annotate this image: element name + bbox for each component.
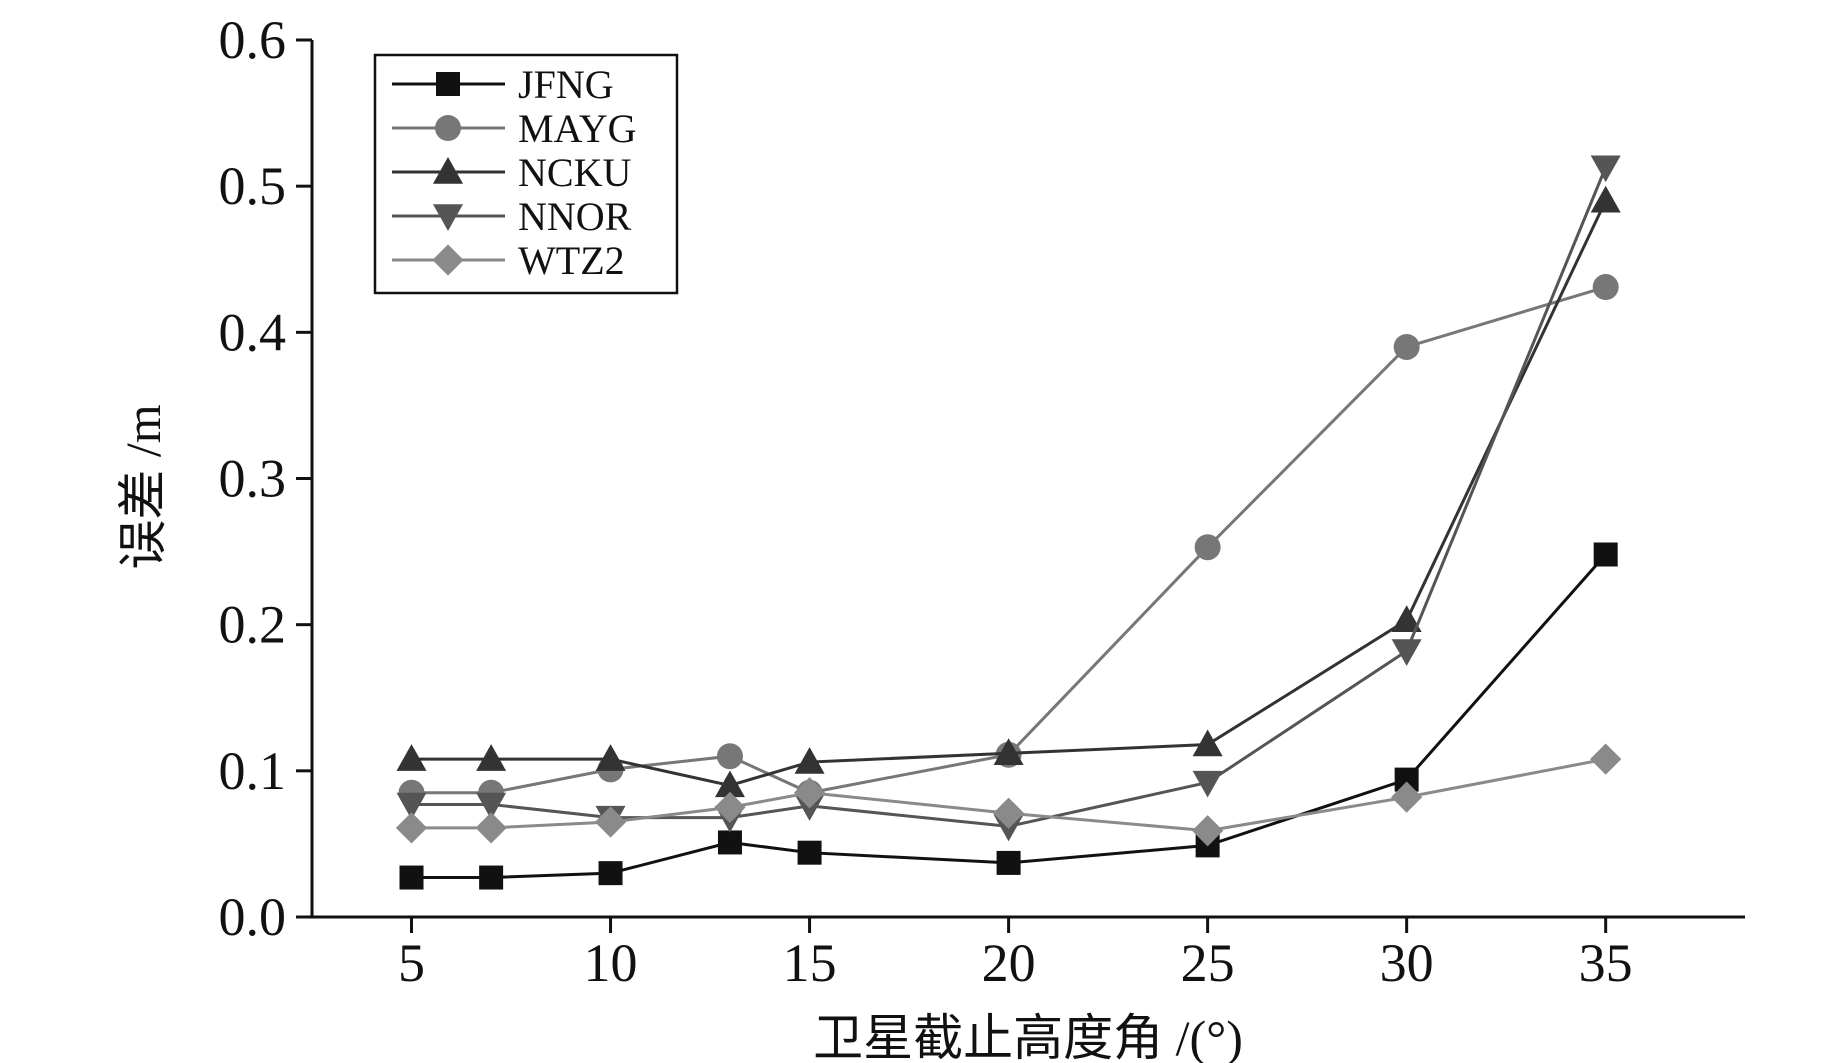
legend-marker — [435, 115, 461, 141]
y-tick-label: 0.5 — [219, 156, 287, 216]
series-ncku — [396, 185, 1621, 798]
x-axis-title: 卫星截止高度角 /(°) — [813, 1010, 1243, 1063]
y-axis-title: 误差 /m — [115, 404, 171, 569]
y-tick-label: 0.6 — [219, 10, 287, 70]
y-tick-label: 0.3 — [219, 449, 287, 509]
series-wtz2 — [395, 743, 1622, 847]
y-tick-label: 0.1 — [219, 741, 287, 801]
data-point — [993, 738, 1024, 765]
legend-label: WTZ2 — [518, 238, 625, 283]
data-point — [1590, 743, 1622, 775]
data-point — [1391, 605, 1422, 632]
x-tick-label: 25 — [1181, 933, 1235, 993]
series-jfng — [399, 542, 1618, 890]
data-point — [1391, 781, 1423, 813]
data-point — [399, 865, 424, 890]
legend-label: NCKU — [518, 150, 631, 195]
legend-box — [373, 53, 679, 295]
data-point — [594, 806, 627, 838]
data-point — [598, 861, 623, 886]
x-tick-label: 20 — [982, 933, 1036, 993]
data-point — [1592, 274, 1619, 301]
data-point — [1593, 542, 1618, 567]
data-point — [1194, 534, 1221, 561]
data-point — [1192, 815, 1224, 847]
data-point — [1391, 639, 1422, 666]
legend-marker — [432, 244, 464, 276]
y-tick-label: 0.4 — [219, 302, 287, 362]
data-point — [1192, 729, 1223, 757]
legend-marker — [433, 204, 463, 231]
data-point — [714, 770, 745, 798]
x-tick-label: 10 — [584, 933, 638, 993]
data-point — [476, 792, 507, 820]
y-tick-label: 0.2 — [219, 595, 287, 655]
data-point — [476, 744, 507, 771]
data-point — [595, 744, 626, 771]
data-point — [716, 743, 743, 770]
x-tick-label: 35 — [1579, 933, 1633, 993]
legend-item-mayg: MAYG — [392, 106, 637, 151]
data-point — [793, 777, 826, 809]
legend-marker — [436, 72, 460, 96]
data-point — [992, 797, 1025, 829]
series-layer — [395, 155, 1622, 890]
data-point — [395, 812, 428, 844]
legend-item-wtz2: WTZ2 — [392, 238, 625, 283]
data-point — [996, 850, 1021, 875]
y-tick-label: 0.0 — [219, 887, 287, 947]
series-line — [411, 285, 1607, 795]
data-point — [1590, 185, 1621, 213]
data-point — [475, 812, 507, 844]
x-tick-label: 30 — [1380, 933, 1434, 993]
x-tick-label: 15 — [783, 933, 837, 993]
legend-item-jfng: JFNG — [392, 62, 614, 107]
data-point — [1590, 155, 1621, 183]
ticks-layer: 0.0 0.1 0.2 0.3 0.4 0.5 0.6 5 10 15 20 25 30 35 — [219, 10, 1633, 993]
legend-item-ncku: NCKU — [392, 150, 631, 195]
legend-label: JFNG — [518, 62, 614, 107]
data-point — [1192, 770, 1223, 798]
x-tick-label: 5 — [398, 933, 425, 993]
data-point — [794, 747, 825, 774]
data-point — [396, 792, 427, 820]
data-point — [479, 865, 504, 890]
data-point — [1393, 333, 1420, 360]
legend-label: NNOR — [518, 194, 632, 239]
data-point — [797, 840, 822, 865]
legend-label: MAYG — [518, 106, 637, 151]
legend-marker — [433, 157, 463, 184]
data-point — [717, 830, 742, 855]
series-mayg — [398, 274, 1619, 806]
data-point — [714, 791, 746, 823]
legend-item-nnor: NNOR — [392, 194, 632, 239]
data-point — [396, 744, 427, 771]
